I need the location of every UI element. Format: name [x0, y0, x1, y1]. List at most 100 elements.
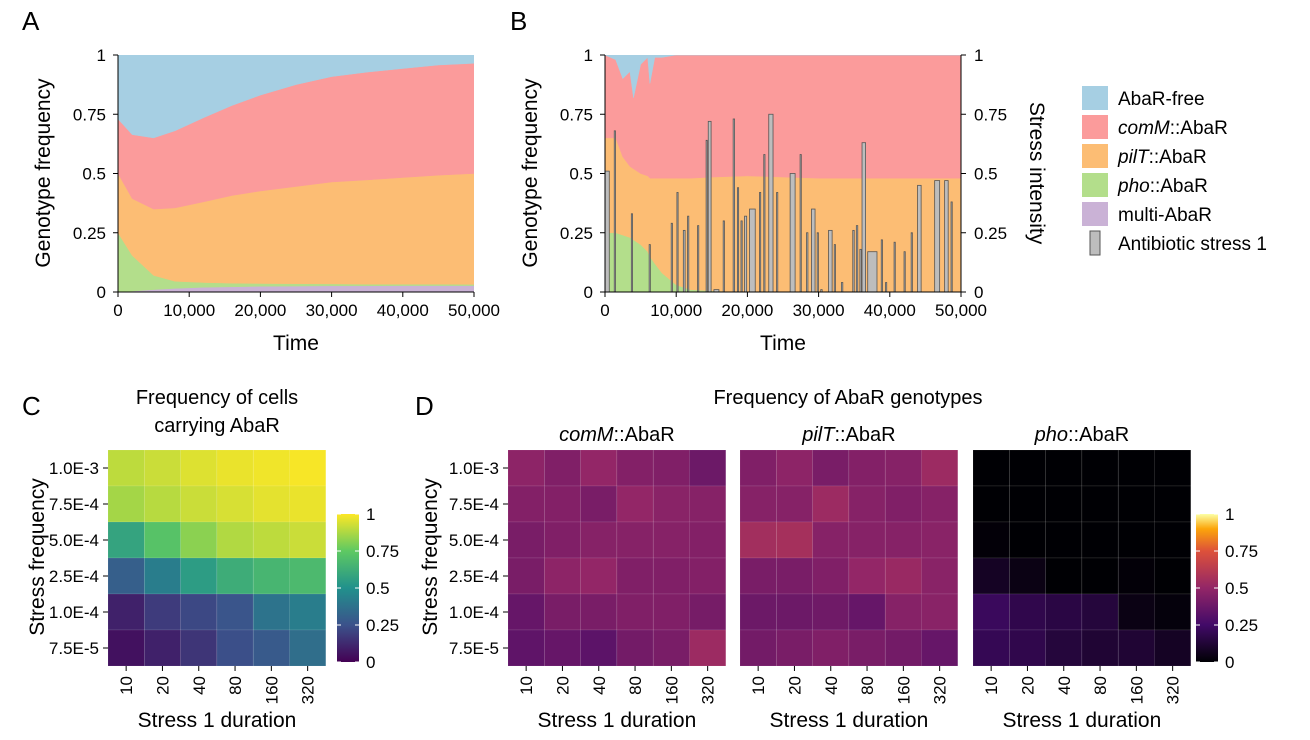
- panel-d-pilt-title: pilT::AbaR: [801, 424, 895, 446]
- panel-b-stress-bar: [759, 192, 762, 292]
- panel-c-cell: [216, 449, 254, 487]
- panel-c-colorbar-label: 0: [366, 653, 375, 672]
- panel-b-stress-bar: [806, 232, 809, 292]
- panel-c-cell: [216, 593, 254, 631]
- panel-d-pilt-cell: [812, 629, 850, 667]
- panel-c-cell: [252, 557, 290, 595]
- panel-a-ytick-label: 0.25: [73, 224, 106, 243]
- panel-b-xtick-label: 40,000: [864, 301, 916, 320]
- legend-label-rest: ::AbaR: [1170, 118, 1228, 139]
- panel-d-pho-cell: [972, 521, 1010, 559]
- panel-c-cell: [289, 485, 327, 523]
- panel-d-pilt-cell: [775, 449, 813, 487]
- panel-b-y2tick-label: 0.5: [974, 165, 998, 184]
- panel-d-pho-cell: [1154, 521, 1192, 559]
- panel-d-comm-cell: [689, 521, 727, 559]
- legend-label: pilT::AbaR: [1117, 147, 1207, 168]
- panel-d-pho-xtick-label: 10: [982, 676, 1001, 695]
- panel-d-pilt-cell: [884, 485, 922, 523]
- panel-a-xtick-label: 20,000: [234, 301, 286, 320]
- panel-c-colorbar-label: 1: [366, 505, 375, 524]
- panel-a-ylabel: Genotype frequency: [32, 78, 55, 268]
- panel-d-comm-xtick-label: 40: [590, 676, 609, 695]
- panel-b-stress-bar: [740, 220, 743, 292]
- panel-b-stress-bar: [852, 229, 855, 292]
- panel-d-pilt-cell: [921, 521, 959, 559]
- legend-swatch: [1089, 230, 1101, 256]
- panel-d-pho-cell: [972, 593, 1010, 631]
- panel-a-area-chart: 0 0.25 0.5 0.75 1 0 10,000 20,000 30,000 40,000 50…: [32, 46, 500, 355]
- panel-a-ytick-label: 1: [97, 46, 106, 65]
- panel-b-stress-bar: [944, 180, 949, 292]
- panel-c-title-line1: Frequency of cells: [136, 387, 298, 409]
- panel-c-cell: [289, 521, 327, 559]
- panel-b-area-chart: 0 0.25 0.5 0.75 1 0 10,000 20,000 30,000 40,000 50…: [519, 46, 1048, 355]
- panel-c-cell: [252, 629, 290, 667]
- panel-d-pho-cell: [1081, 449, 1119, 487]
- panel-d-pho-cell: [1081, 485, 1119, 523]
- panel-b-stress-bar: [768, 113, 774, 292]
- panel-d-pilt-cell: [812, 449, 850, 487]
- panel-c-cell: [252, 593, 290, 631]
- panel-d-comm-cell: [507, 557, 545, 595]
- panel-b-y2tick-label: 0.25: [974, 224, 1007, 243]
- panel-b-stress-bar: [840, 282, 844, 292]
- panel-d-pho-xtick-label: 40: [1055, 676, 1074, 695]
- panel-c-cell: [180, 485, 218, 523]
- panel-c-cell: [144, 485, 181, 523]
- panel-d-comm-cell: [616, 629, 654, 667]
- panel-a-ytick-label: 0: [97, 283, 106, 302]
- panel-d-comm-title: comM::AbaR: [559, 424, 675, 446]
- legend-label-rest: ::AbaR: [1150, 176, 1208, 197]
- panel-b-xtick-label: 10,000: [650, 301, 702, 320]
- panel-d-pho-title-rest: ::AbaR: [1068, 424, 1129, 446]
- panel-d-pilt-cell: [812, 557, 850, 595]
- panel-d-pilt-cell: [921, 629, 959, 667]
- panel-c-ytick-label: 2.5E-4: [49, 567, 99, 586]
- panel-d-pho-cell: [1117, 449, 1155, 487]
- legend-label: Antibiotic stress 1: [1118, 234, 1267, 255]
- panel-d-comm-xtick-label: 160: [662, 676, 681, 704]
- panel-c-cell: [252, 449, 290, 487]
- panel-c-cell: [180, 593, 218, 631]
- panel-d-pho-cell: [1117, 557, 1155, 595]
- panel-d-pho-cell: [972, 449, 1010, 487]
- panel-c-cell: [289, 593, 327, 631]
- panel-c-cell: [107, 521, 145, 559]
- panel-d-pho-cell: [1081, 557, 1119, 595]
- panel-b-ytick-label: 0.5: [569, 165, 593, 184]
- panel-d-comm-cell: [543, 557, 581, 595]
- panel-d-pho-cell: [1008, 485, 1046, 523]
- panel-d-pilt-xtick-label: 20: [785, 676, 804, 695]
- panel-d-pho-cell: [972, 629, 1010, 667]
- panel-d-comm-cell: [689, 485, 727, 523]
- panel-d-pilt-cell: [848, 557, 886, 595]
- panel-d-comm-cell: [652, 485, 690, 523]
- panel-a-xtick-label: 50,000: [448, 301, 500, 320]
- panel-c-cell: [144, 557, 181, 595]
- panel-d-pilt-cell: [921, 557, 959, 595]
- panel-d-comm-cell: [689, 449, 727, 487]
- panel-d-comm-cell: [616, 521, 654, 559]
- panel-d-pho-title-italic: pho: [1034, 424, 1068, 446]
- panel-d-comm-cell: [580, 593, 618, 631]
- panel-d-ytick-label: 1.0E-4: [449, 603, 499, 622]
- panel-b-stress-bar: [859, 248, 862, 292]
- panel-c-ytick-label: 1.0E-4: [49, 603, 99, 622]
- panel-d-comm-cell: [507, 593, 545, 631]
- panel-d-comm-cell: [543, 629, 581, 667]
- panel-c-xtick-label: 20: [153, 676, 172, 695]
- panel-d-pho-cell: [1008, 449, 1046, 487]
- panel-c-xtick-label: 40: [190, 676, 209, 695]
- panel-d-pho-cell: [1045, 593, 1083, 631]
- panel-b-stress-bar: [893, 241, 896, 292]
- panel-d-comm-cell: [689, 557, 727, 595]
- panel-d-pho-xlabel: Stress 1 duration: [1003, 709, 1162, 732]
- panel-d-pho-cell: [1117, 593, 1155, 631]
- panel-d-pilt-cell: [812, 521, 850, 559]
- panel-d-pho-cell: [1045, 557, 1083, 595]
- panel-label-b: B: [510, 6, 527, 36]
- panel-d-pho-cell: [1117, 485, 1155, 523]
- panel-d-pilt-cell: [775, 557, 813, 595]
